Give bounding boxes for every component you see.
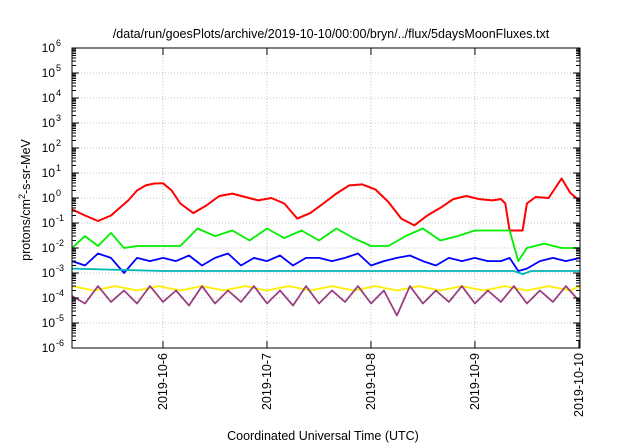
y-tick-label: 10-5 bbox=[42, 313, 64, 330]
y-tick-label: 106 bbox=[42, 38, 61, 55]
axis-ticks: 10-6 10-5 10-4 10-3 10-2 10-1 100 101 102 103 104 1… bbox=[42, 38, 586, 417]
series-line-4 bbox=[71, 267, 580, 276]
y-tick-label: 101 bbox=[42, 163, 61, 180]
y-axis-label-base: protons/cm bbox=[19, 199, 33, 261]
y-axis-label-exp: 2 bbox=[17, 194, 27, 199]
y-tick-label: 103 bbox=[42, 113, 61, 130]
y-tick-label: 10-4 bbox=[42, 288, 64, 305]
x-tick-label: 2019-10-6 bbox=[156, 353, 170, 410]
series-line-3 bbox=[71, 252, 581, 274]
y-tick-label: 104 bbox=[42, 88, 61, 105]
plot-frame bbox=[71, 47, 581, 349]
y-tick-label: 10-1 bbox=[42, 213, 64, 230]
x-tick-label: 2019-10-7 bbox=[260, 353, 274, 410]
x-tick-label: 2019-10-9 bbox=[468, 353, 482, 410]
x-axis-label: Coordinated Universal Time (UTC) bbox=[227, 429, 419, 443]
y-tick-label: 105 bbox=[42, 63, 61, 80]
chart-title: /data/run/goesPlots/archive/2019-10-10/0… bbox=[113, 27, 550, 41]
y-tick-label: 10-2 bbox=[42, 238, 64, 255]
series-line-1 bbox=[71, 177, 581, 232]
y-tick-label: 100 bbox=[42, 188, 61, 205]
series-line-2 bbox=[71, 227, 580, 263]
y-tick-label: 10-3 bbox=[42, 263, 64, 280]
x-tick-label: 2019-10-8 bbox=[364, 353, 378, 410]
y-tick-label: 10-6 bbox=[42, 338, 64, 355]
y-axis-label-rest: -s-sr-MeV bbox=[19, 138, 33, 194]
y-axis-label: protons/cm2-s-sr-MeV bbox=[17, 138, 33, 260]
x-tick-label: 2019-10-10 bbox=[572, 353, 586, 417]
series-line-5 bbox=[71, 285, 581, 292]
series-group bbox=[71, 177, 581, 317]
grid bbox=[72, 48, 580, 348]
series-line-6 bbox=[71, 285, 581, 317]
y-tick-label: 102 bbox=[42, 138, 61, 155]
